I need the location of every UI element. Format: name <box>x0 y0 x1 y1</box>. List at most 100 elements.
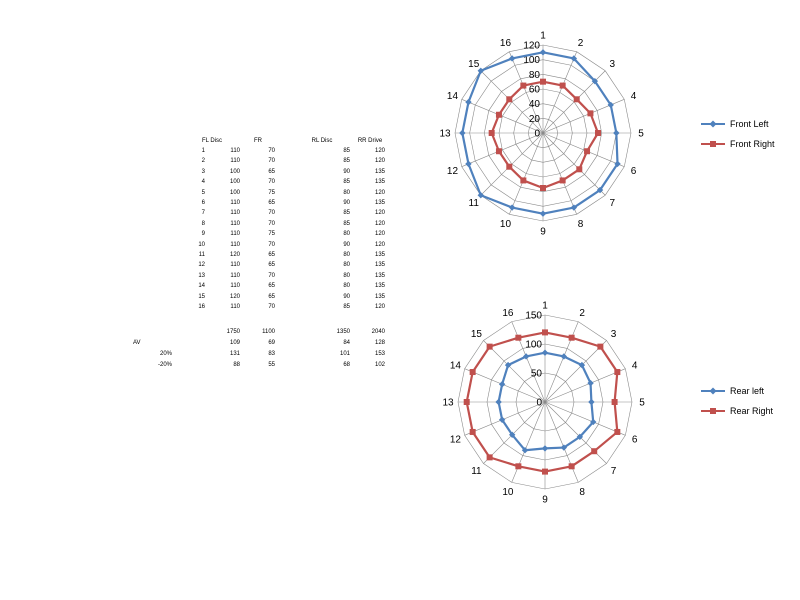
grid-spoke <box>483 401 546 464</box>
table-cell: 135 <box>374 200 385 206</box>
table-cell: 120 <box>229 252 240 258</box>
square-marker <box>587 110 594 117</box>
tick-label: 50 <box>531 369 543 380</box>
table-cell: 90 <box>343 241 350 248</box>
table-cell: 90 <box>343 293 350 300</box>
square-marker <box>520 177 527 184</box>
table-cell: 70 <box>268 148 275 154</box>
square-marker <box>506 96 513 103</box>
diamond-marker <box>539 210 547 217</box>
square-marker <box>595 130 601 136</box>
diamond-marker <box>521 447 529 454</box>
table-cell: 135 <box>374 168 385 175</box>
legend-label: Rear left <box>730 386 765 396</box>
table-cell: 90 <box>343 200 350 206</box>
category-label: 15 <box>471 329 483 340</box>
table-cell: 135 <box>374 293 385 300</box>
table-cell: 11 <box>198 252 205 258</box>
table-cell: 70 <box>268 158 275 165</box>
table-cell: 83 <box>268 351 275 357</box>
table-cell: 90 <box>343 168 350 175</box>
category-label: 5 <box>638 129 644 140</box>
square-marker <box>515 334 522 341</box>
grid-spoke <box>542 132 577 215</box>
square-marker <box>520 82 527 89</box>
tick-label: 20 <box>529 114 541 125</box>
table-cell: 14 <box>198 283 205 290</box>
table-cell: 65 <box>268 283 275 290</box>
table-cell: 135 <box>374 262 385 269</box>
table-cell: 13 <box>198 272 205 279</box>
tick-label: 100 <box>523 55 540 66</box>
tick-label: 100 <box>525 340 542 351</box>
legend-label: Front Right <box>730 139 775 149</box>
tick-label: 120 <box>523 41 540 52</box>
table-cell: 110 <box>230 200 240 206</box>
legend-entry: Rear Right <box>700 405 795 417</box>
diamond-marker <box>508 55 516 62</box>
table-cell: 110 <box>230 231 240 238</box>
tick-label: 60 <box>529 85 541 96</box>
table-cell: 85 <box>343 179 350 186</box>
table-cell: 80 <box>343 262 350 269</box>
table-cell: 109 <box>229 340 240 346</box>
column-header: FR <box>254 138 262 144</box>
square-marker <box>611 399 618 405</box>
table-cell: 135 <box>374 283 385 290</box>
category-label: 3 <box>610 59 616 70</box>
table-cell: 80 <box>343 272 350 279</box>
row-label: AV <box>133 340 141 346</box>
category-label: 12 <box>447 166 459 177</box>
table-cell: 1 <box>201 148 205 154</box>
diamond-marker <box>465 98 472 106</box>
category-label: 16 <box>500 38 512 49</box>
legend-label: Rear Right <box>730 406 774 416</box>
category-label: 2 <box>579 308 585 319</box>
square-marker <box>568 334 575 341</box>
table-cell: 131 <box>229 351 240 357</box>
table-cell: 102 <box>374 362 385 368</box>
table-cell: 128 <box>374 340 385 346</box>
diamond-marker <box>465 160 472 168</box>
tick-label: 80 <box>529 70 541 81</box>
table-cell: 10 <box>198 241 205 248</box>
legend-entry: Front Right <box>700 138 795 150</box>
tick-label: 0 <box>536 398 542 409</box>
grid-spoke <box>461 132 544 167</box>
legend-swatch <box>701 141 725 147</box>
category-label: 11 <box>471 466 482 477</box>
diamond-marker <box>477 67 484 74</box>
table-cell: 110 <box>230 262 240 269</box>
table-cell: 16 <box>198 304 205 310</box>
table-cell: 120 <box>374 241 385 248</box>
diamond-marker <box>588 398 595 406</box>
table-cell: 120 <box>374 158 385 165</box>
table-cell: 65 <box>268 293 275 300</box>
table-cell: 6 <box>201 200 205 206</box>
table-cell: 70 <box>268 210 275 217</box>
table-cell: 12 <box>198 262 205 269</box>
grid-spoke <box>461 99 544 134</box>
table-cell: 70 <box>268 220 275 227</box>
category-label: 8 <box>578 219 584 230</box>
square-marker <box>540 185 546 191</box>
square-marker <box>486 454 493 461</box>
table-cell: 65 <box>268 252 275 258</box>
square-marker <box>568 463 575 470</box>
category-label: 9 <box>540 227 546 238</box>
diamond-marker <box>508 204 516 211</box>
square-marker <box>515 463 522 470</box>
table-cell: 70 <box>268 272 275 279</box>
category-label: 5 <box>639 398 645 409</box>
table-cell: 120 <box>374 210 385 217</box>
category-label: 12 <box>450 435 462 446</box>
table-cell: 80 <box>343 231 350 238</box>
table-cell: 7 <box>201 210 205 217</box>
square-marker <box>542 468 548 475</box>
grid-spoke <box>544 340 607 403</box>
legend-entry: Front Left <box>700 118 795 130</box>
category-label: 1 <box>542 301 548 312</box>
square-marker <box>486 343 493 350</box>
table-cell: 75 <box>268 189 275 196</box>
table-cell: 101 <box>339 351 350 357</box>
